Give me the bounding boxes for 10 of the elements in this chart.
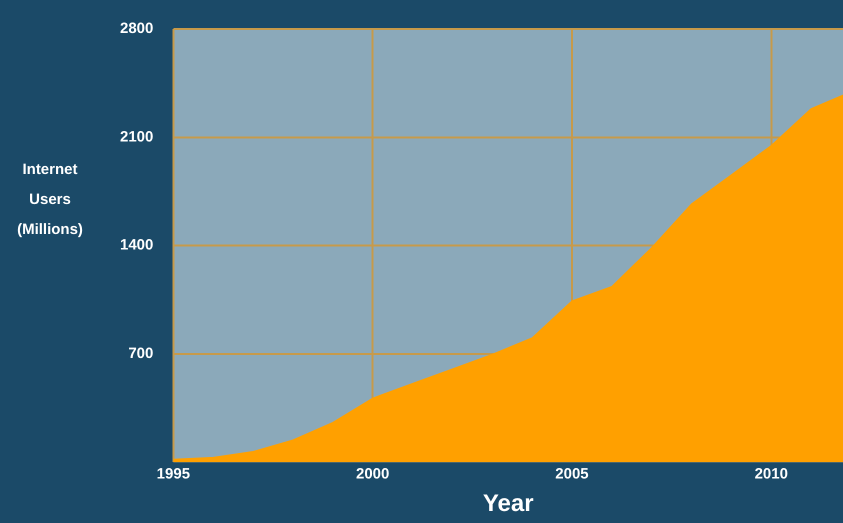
y-tick-label: 700: [128, 345, 154, 362]
x-tick-label: 1995: [156, 465, 190, 482]
y-tick-label: 1400: [120, 236, 154, 254]
x-tick-label: 2010: [754, 465, 788, 482]
x-axis-title: Year: [482, 490, 534, 518]
y-axis-title: Internet Users (Millions): [16, 160, 84, 240]
y-tick-label: 2100: [120, 128, 154, 146]
y-tick-label: 2800: [120, 20, 154, 38]
x-tick-label: 2000: [356, 465, 390, 482]
x-tick-label: 2005: [555, 465, 589, 482]
